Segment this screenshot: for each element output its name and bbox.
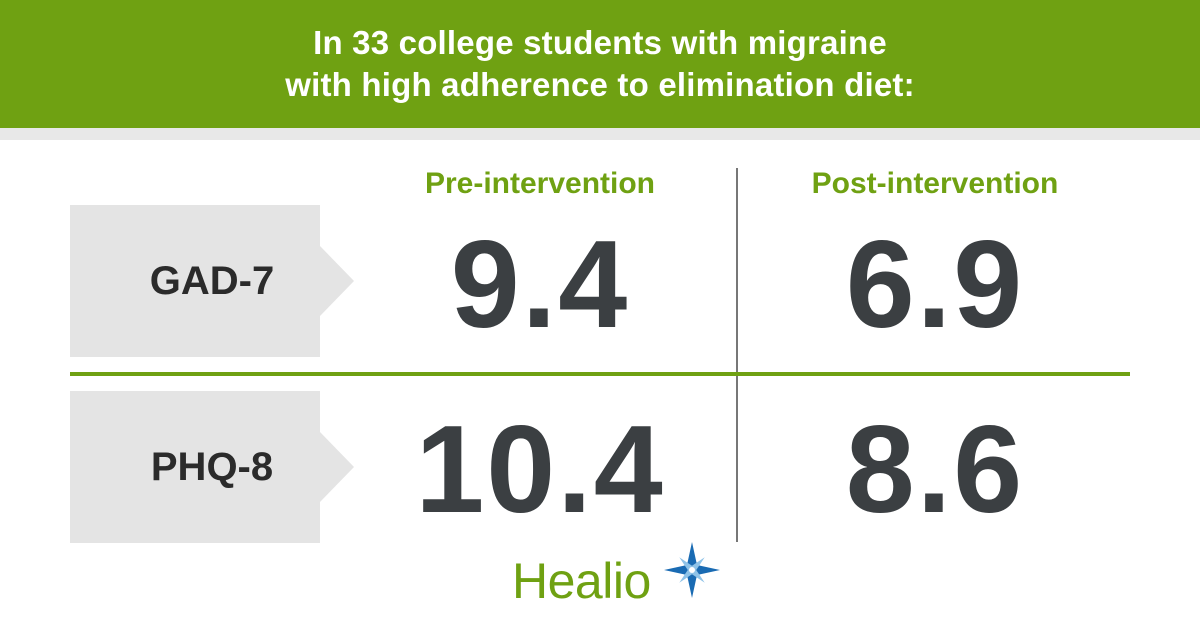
column-header-post: Post-intervention (811, 167, 1059, 200)
header-banner: In 33 college students with migraine wit… (0, 0, 1200, 128)
header-title-line-1: In 33 college students with migraine (313, 24, 887, 61)
value-phq-8-pre: 10.4 (415, 401, 665, 539)
row-label-gad-7: GAD-7 (70, 205, 354, 357)
row-label-text: GAD-7 (149, 259, 275, 303)
row-label-phq-8: PHQ-8 (70, 391, 354, 543)
value-gad-7-post: 6.9 (845, 216, 1025, 354)
vertical-divider (736, 168, 738, 542)
value-gad-7-pre: 9.4 (450, 216, 630, 354)
header-stripe (0, 128, 1200, 140)
horizontal-divider (70, 372, 1130, 376)
healio-star-icon (664, 542, 720, 598)
value-phq-8-post: 8.6 (845, 401, 1025, 539)
header-title-line-2: with high adherence to elimination diet: (285, 66, 915, 103)
logo-text: Healio (512, 553, 651, 609)
healio-logo: Healio (512, 540, 722, 610)
column-header-pre: Pre-intervention (424, 167, 656, 200)
row-label-text: PHQ-8 (150, 445, 274, 489)
